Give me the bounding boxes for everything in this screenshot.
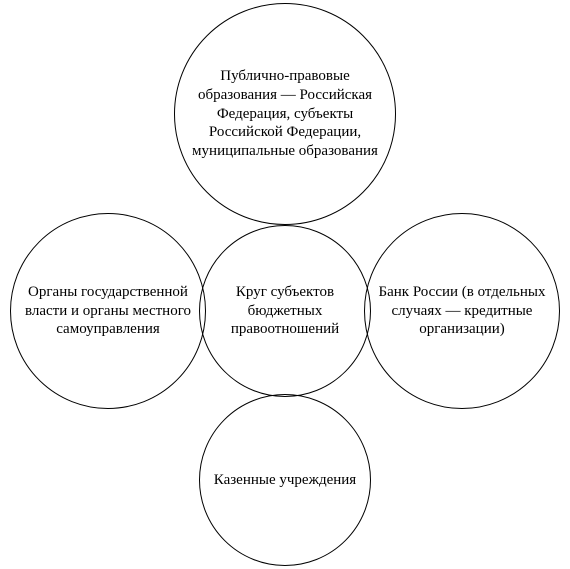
node-left-label: Органы государственной власти и органы м…: [11, 271, 205, 351]
node-bottom: Казенные учреждения: [199, 394, 371, 566]
node-bottom-label: Казенные учреждения: [202, 459, 368, 502]
node-right: Банк России (в отдельных случаях — креди…: [364, 213, 560, 409]
node-center-label: Круг субъектов бюджетных правоотношений: [200, 271, 370, 351]
node-top: Публично-правовые образования — Российск…: [174, 3, 396, 225]
node-right-label: Банк России (в отдельных случаях — креди…: [365, 271, 559, 351]
node-top-label: Публично-правовые образования — Российск…: [175, 55, 395, 173]
node-left: Органы государственной власти и органы м…: [10, 213, 206, 409]
node-center: Круг субъектов бюджетных правоотношений: [199, 225, 371, 397]
